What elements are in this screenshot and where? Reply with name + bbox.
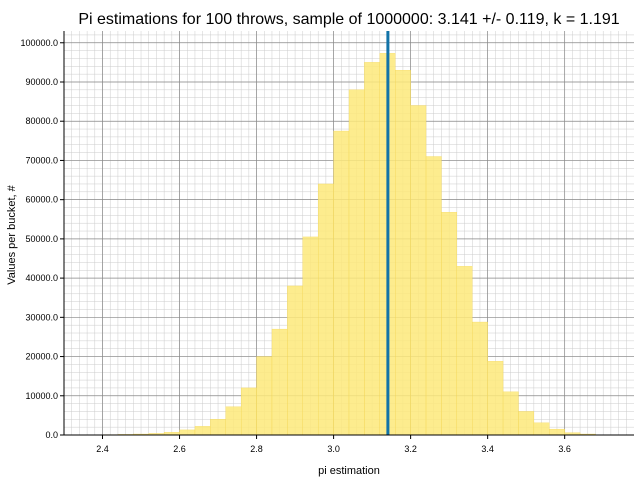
histogram-bar [179,429,196,436]
histogram-bar [318,183,334,436]
histogram-bar [472,321,488,436]
histogram-bar [425,156,442,436]
y-tick-label: 90000.0 [25,77,58,87]
histogram-bar [441,212,457,436]
x-tick-label: 2.8 [250,444,263,454]
y-tick-label: 0.0 [45,430,58,440]
histogram-bar [210,419,226,436]
histogram-bar [533,422,550,436]
x-tick-label: 3.2 [404,444,417,454]
histogram-bar [287,285,303,436]
x-tick-label: 3.0 [327,444,340,454]
histogram-bar [364,62,380,436]
y-tick-label: 40000.0 [25,273,58,283]
x-tick-label: 2.6 [173,444,186,454]
axes [63,31,634,436]
y-tick-label: 100000.0 [20,38,58,48]
histogram-bar [225,406,242,436]
y-axis-label: Values per bucket, # [6,184,18,284]
y-tick-label: 50000.0 [25,234,58,244]
histogram-bar [194,426,211,436]
x-axis-label: pi estimation [318,465,380,477]
histogram-bar [518,411,535,436]
histogram-bar [410,105,427,436]
x-tick-label: 3.4 [481,444,494,454]
bars-group [86,53,612,436]
y-tick-label: 30000.0 [25,312,58,322]
x-tick-label: 2.4 [96,444,109,454]
histogram-bar [456,266,473,436]
x-tick-label: 3.6 [558,444,571,454]
y-ticks: 0.0 10000.0 20000.0 30000.0 40000.0 50000.0 60… [20,38,64,440]
histogram-bar [302,236,319,436]
y-tick-label: 20000.0 [25,352,58,362]
histogram-bar [549,428,565,436]
y-tick-label: 80000.0 [25,116,58,126]
y-tick-label: 70000.0 [25,155,58,165]
histogram-bar [395,70,411,436]
y-tick-label: 60000.0 [25,195,58,205]
y-tick-label: 10000.0 [25,391,58,401]
histogram-bar [487,361,504,436]
histogram-bar [348,89,365,436]
histogram-bar [271,328,288,436]
x-ticks: 2.4 2.6 2.8 3.0 3.2 3.4 3.6 [96,435,571,454]
histogram-bar [241,387,257,436]
histogram-bar [333,130,350,436]
chart-title: Pi estimations for 100 throws, sample of… [78,11,619,28]
histogram-bar [256,356,273,436]
histogram-bar [502,391,519,436]
